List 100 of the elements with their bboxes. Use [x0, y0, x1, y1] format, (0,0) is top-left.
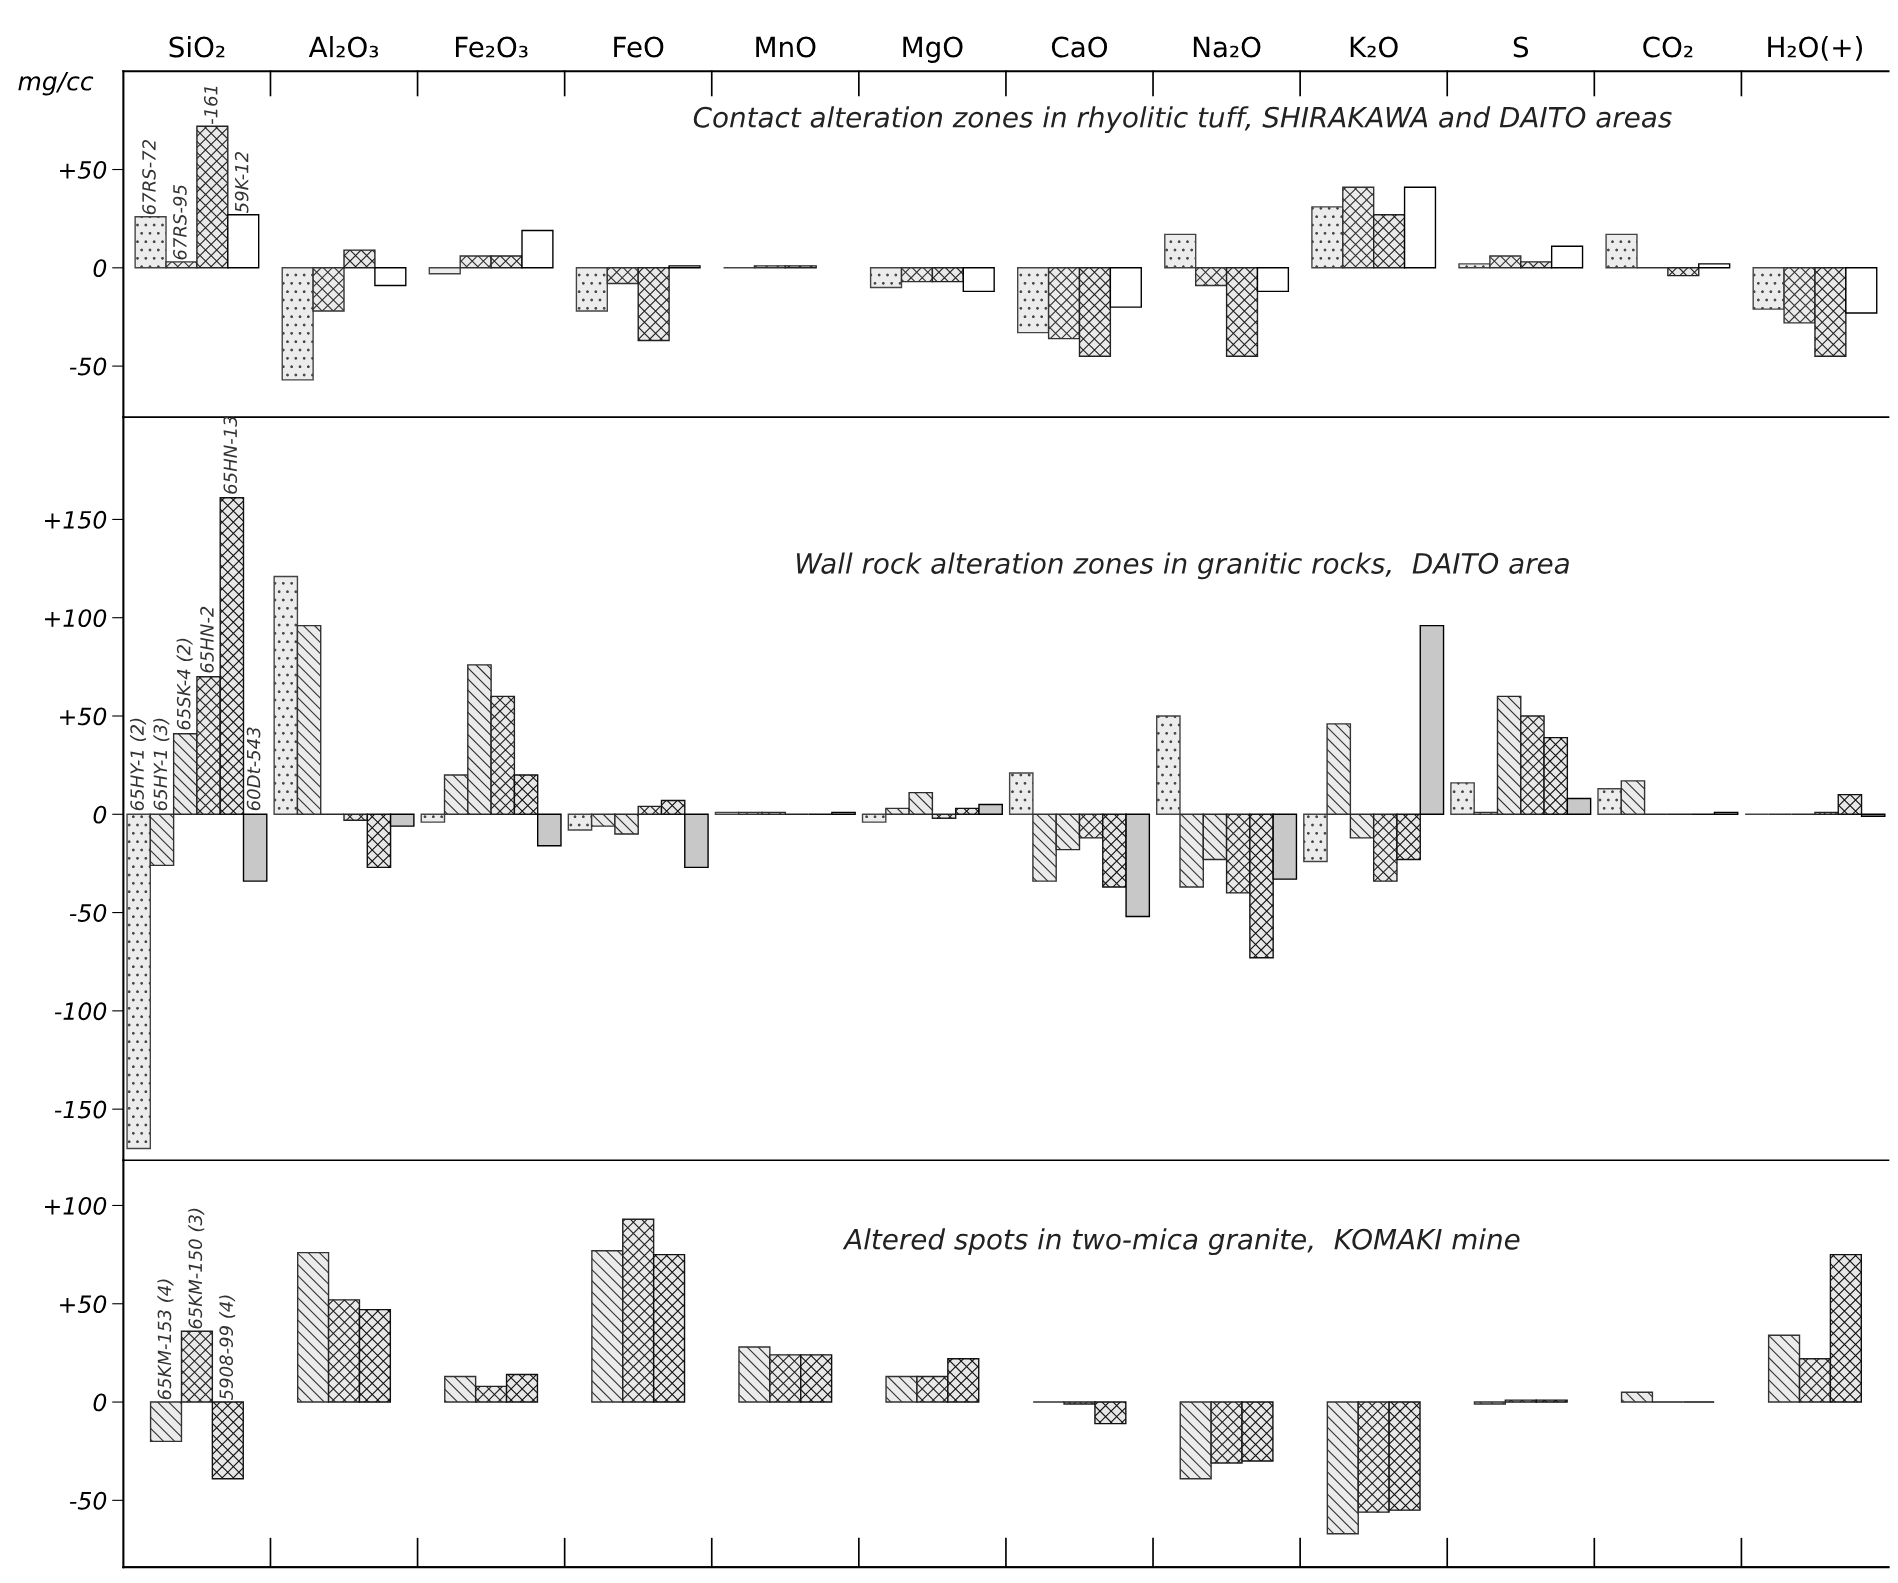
- bar: [312, 267, 345, 312]
- bar: [1372, 214, 1406, 269]
- bar: [1311, 206, 1344, 269]
- bar: [227, 214, 260, 269]
- y-tick-label: 0: [93, 1393, 107, 1412]
- bar: [343, 249, 376, 269]
- bar: [180, 1330, 214, 1403]
- text: 65HN-2: [200, 606, 214, 673]
- bar: [1752, 267, 1785, 310]
- bar: [1156, 715, 1181, 815]
- bar: [652, 1253, 686, 1403]
- y-tick-label: +100: [45, 609, 107, 628]
- bar: [660, 799, 686, 815]
- x-tick-label: H₂O(+): [1768, 36, 1862, 61]
- bar: [1109, 267, 1142, 308]
- text: 5908-99 (4): [219, 1295, 236, 1401]
- text: 65HY-1 (2): [129, 718, 147, 811]
- bar: [1210, 1401, 1243, 1464]
- text: 65KM-153 (4): [157, 1279, 174, 1400]
- bar: [1256, 267, 1290, 293]
- x-tick-label: Fe₂O₃: [455, 36, 528, 58]
- bar: [1094, 1401, 1127, 1425]
- bar: [1667, 267, 1700, 277]
- bar: [1783, 267, 1816, 324]
- bar: [800, 1354, 833, 1403]
- bar: [1249, 813, 1274, 959]
- bar: [296, 1251, 330, 1403]
- bar: [1303, 813, 1328, 863]
- bar: [606, 267, 639, 285]
- bar: [1767, 1334, 1801, 1403]
- bar: [637, 267, 670, 342]
- bar: [1388, 1401, 1421, 1511]
- bar: [575, 267, 609, 312]
- bar: [1550, 245, 1584, 269]
- text: Wall rock alteration zones in granitic rocks, DAITO area: [796, 552, 1569, 580]
- y-axis-title: mg/cc: [18, 72, 94, 96]
- bar: [684, 813, 709, 869]
- bar: [1543, 736, 1569, 815]
- bar: [1102, 813, 1127, 888]
- bar: [374, 267, 407, 287]
- x-tick-label: S: [1513, 36, 1529, 58]
- bar: [459, 255, 492, 269]
- bar: [931, 267, 964, 283]
- bar: [1814, 267, 1847, 357]
- bar: [738, 1346, 771, 1403]
- x-tick-label: CaO: [1051, 36, 1108, 58]
- bar: [978, 803, 1003, 815]
- x-tick-label: K₂O: [1350, 36, 1398, 58]
- text: Contact alteration zones in rhyolitic tuff, SHIRAKAWA and DAITO areas: [693, 106, 1672, 134]
- bar: [1179, 1401, 1212, 1480]
- text: 67RS-95: [173, 185, 187, 260]
- bar: [1798, 1358, 1832, 1403]
- y-tick-label: -50: [69, 1491, 107, 1510]
- bar: [1357, 1401, 1390, 1513]
- text: 65HN-13: [223, 416, 238, 494]
- bar: [869, 267, 903, 289]
- bar: [273, 575, 299, 815]
- bar: [521, 229, 554, 269]
- y-tick-label: -50: [69, 357, 107, 376]
- bar: [149, 1401, 183, 1443]
- y-tick-label: -150: [54, 1100, 107, 1119]
- bar: [567, 813, 593, 831]
- text: 65HY-1 (3): [153, 718, 170, 811]
- bar: [1078, 267, 1112, 357]
- bar: [1458, 263, 1491, 269]
- bar: [1698, 263, 1731, 269]
- bar: [281, 267, 314, 381]
- bar: [1597, 788, 1622, 815]
- bar: [1342, 186, 1375, 269]
- bar: [1047, 267, 1081, 340]
- bar: [962, 267, 995, 293]
- y-tick-label: -50: [69, 904, 107, 922]
- x-tick-label: MgO: [903, 36, 963, 63]
- bar: [622, 1218, 655, 1403]
- bar: [505, 1373, 539, 1403]
- bar: [134, 216, 167, 269]
- bar: [536, 813, 562, 847]
- bar: [1620, 1391, 1654, 1403]
- y-tick-label: 0: [93, 805, 107, 824]
- x-tick-label: Al₂O₃: [308, 36, 379, 58]
- bar: [513, 774, 539, 815]
- y-tick-label: -100: [54, 1002, 107, 1021]
- bar: [1837, 793, 1863, 815]
- y-tick-label: +50: [60, 160, 107, 179]
- text: 67RS-72: [142, 139, 156, 215]
- bar: [428, 267, 461, 275]
- bar: [1489, 255, 1522, 269]
- bar: [358, 1308, 392, 1403]
- bar: [211, 1401, 244, 1480]
- bar: [444, 1375, 477, 1403]
- y-tick-label: +100: [45, 1196, 107, 1215]
- bar: [954, 807, 980, 815]
- bar: [242, 813, 268, 882]
- text: Altered spots in two-mica granite, KOMAKI mine: [842, 1228, 1520, 1256]
- bar: [165, 261, 198, 269]
- text: 65KM-150 (3): [188, 1208, 205, 1329]
- text: -161: [203, 86, 218, 125]
- bar: [1194, 267, 1228, 287]
- bar: [769, 1354, 802, 1403]
- bar: [1225, 267, 1259, 357]
